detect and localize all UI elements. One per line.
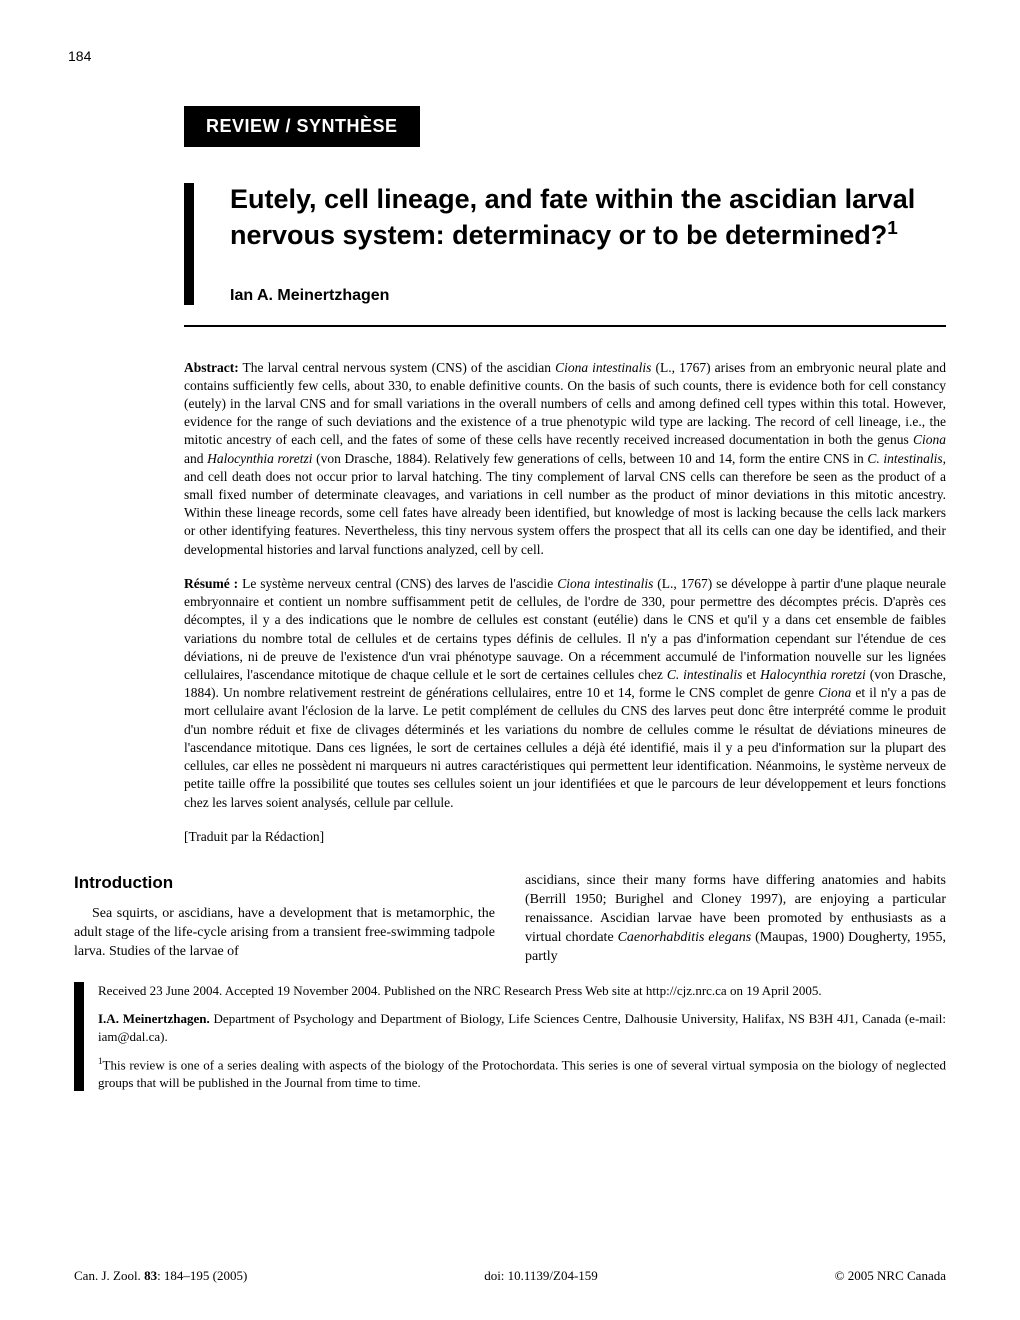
footnote-received: Received 23 June 2004. Accepted 19 Novem… <box>98 982 946 1000</box>
article-title: Eutely, cell lineage, and fate within th… <box>230 183 946 253</box>
section-label: REVIEW / SYNTHÈSE <box>184 106 420 147</box>
intro-text-right: ascidians, since their many forms have d… <box>525 872 946 966</box>
footnote-author-affiliation: I.A. Meinertzhagen. Department of Psycho… <box>98 1010 946 1045</box>
column-right: ascidians, since their many forms have d… <box>525 872 946 966</box>
footer-copyright: © 2005 NRC Canada <box>835 1268 946 1284</box>
footnote-block: Received 23 June 2004. Accepted 19 Novem… <box>74 982 946 1091</box>
author-name: Ian A. Meinertzhagen <box>230 287 946 305</box>
footnote-series: 1This review is one of a series dealing … <box>98 1055 946 1091</box>
introduction-heading: Introduction <box>74 872 495 895</box>
page-number: 184 <box>68 48 91 64</box>
footer-doi: doi: 10.1139/Z04-159 <box>484 1268 598 1284</box>
abstract-fr: Résumé : Le système nerveux central (CNS… <box>184 575 946 812</box>
title-rule <box>184 325 946 327</box>
title-block: Eutely, cell lineage, and fate within th… <box>184 183 946 305</box>
translation-note: [Traduit par la Rédaction] <box>184 828 946 846</box>
abstract-en: Abstract: The larval central nervous sys… <box>184 359 946 559</box>
page-footer: Can. J. Zool. 83: 184–195 (2005) doi: 10… <box>74 1268 946 1284</box>
intro-text-left: Sea squirts, or ascidians, have a develo… <box>74 905 495 962</box>
page-content: REVIEW / SYNTHÈSE Eutely, cell lineage, … <box>0 0 1020 1091</box>
column-left: Introduction Sea squirts, or ascidians, … <box>74 872 495 966</box>
footer-journal-citation: Can. J. Zool. 83: 184–195 (2005) <box>74 1268 247 1284</box>
introduction-section: Introduction Sea squirts, or ascidians, … <box>74 872 946 966</box>
